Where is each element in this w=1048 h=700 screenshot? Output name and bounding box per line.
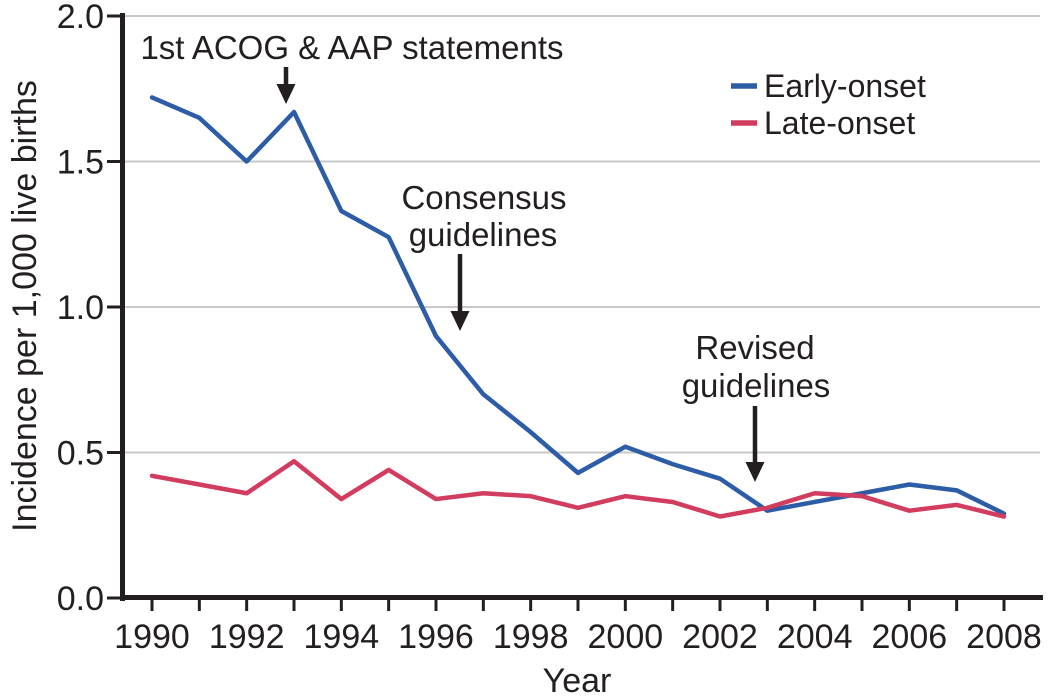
x-tick-label: 1990 — [114, 618, 190, 656]
down-arrow-icon — [745, 462, 765, 482]
x-axis-title: Year — [543, 662, 612, 700]
gridlines — [125, 15, 1040, 454]
annotation-revised-line1: Revised — [695, 329, 814, 366]
x-tick-label: 1992 — [209, 618, 285, 656]
legend: Early-onset Late-onset — [731, 68, 926, 141]
legend-label-early-onset: Early-onset — [764, 68, 926, 104]
annotation-acog-aap-text: 1st ACOG & AAP statements — [140, 29, 563, 66]
x-tick-label: 1994 — [304, 618, 380, 656]
early-onset-line — [149, 95, 1007, 516]
annotation-acog-aap: 1st ACOG & AAP statements — [140, 29, 564, 104]
x-tick-label: 2004 — [777, 618, 853, 656]
x-tick-label: 2002 — [682, 618, 758, 656]
annotation-consensus-line1: Consensus — [401, 179, 566, 216]
annotation-revised-line2: guidelines — [682, 367, 831, 404]
annotation-consensus-guidelines: Consensus guidelines — [401, 179, 567, 331]
x-tick-label: 1996 — [398, 618, 474, 656]
annotation-consensus-line2: guidelines — [409, 216, 558, 253]
x-tick-label: 2008 — [966, 618, 1042, 656]
late-onset-line — [149, 458, 1007, 519]
y-axis-title: Incidence per 1,000 live births — [6, 80, 44, 532]
y-tick-label: 2.0 — [57, 0, 104, 36]
down-arrow-icon — [276, 84, 296, 104]
legend-label-late-onset: Late-onset — [764, 105, 915, 141]
y-axis-ticks: 0.0 0.5 1.0 1.5 2.0 — [57, 0, 120, 618]
y-tick-label: 1.5 — [57, 144, 104, 182]
x-tick-label: 2000 — [588, 618, 664, 656]
y-tick-label: 0.0 — [57, 580, 104, 618]
y-tick-label: 0.5 — [57, 435, 104, 473]
down-arrow-icon — [450, 311, 470, 331]
x-tick-label: 1998 — [493, 618, 569, 656]
data-series — [149, 95, 1007, 519]
x-tick-label: 2006 — [872, 618, 948, 656]
x-axis-ticks: 1990 1992 1994 1996 1998 2000 2002 2004 2006 2008 — [114, 600, 1042, 656]
y-tick-label: 1.0 — [57, 289, 104, 327]
annotation-revised-guidelines: Revised guidelines — [682, 329, 831, 482]
